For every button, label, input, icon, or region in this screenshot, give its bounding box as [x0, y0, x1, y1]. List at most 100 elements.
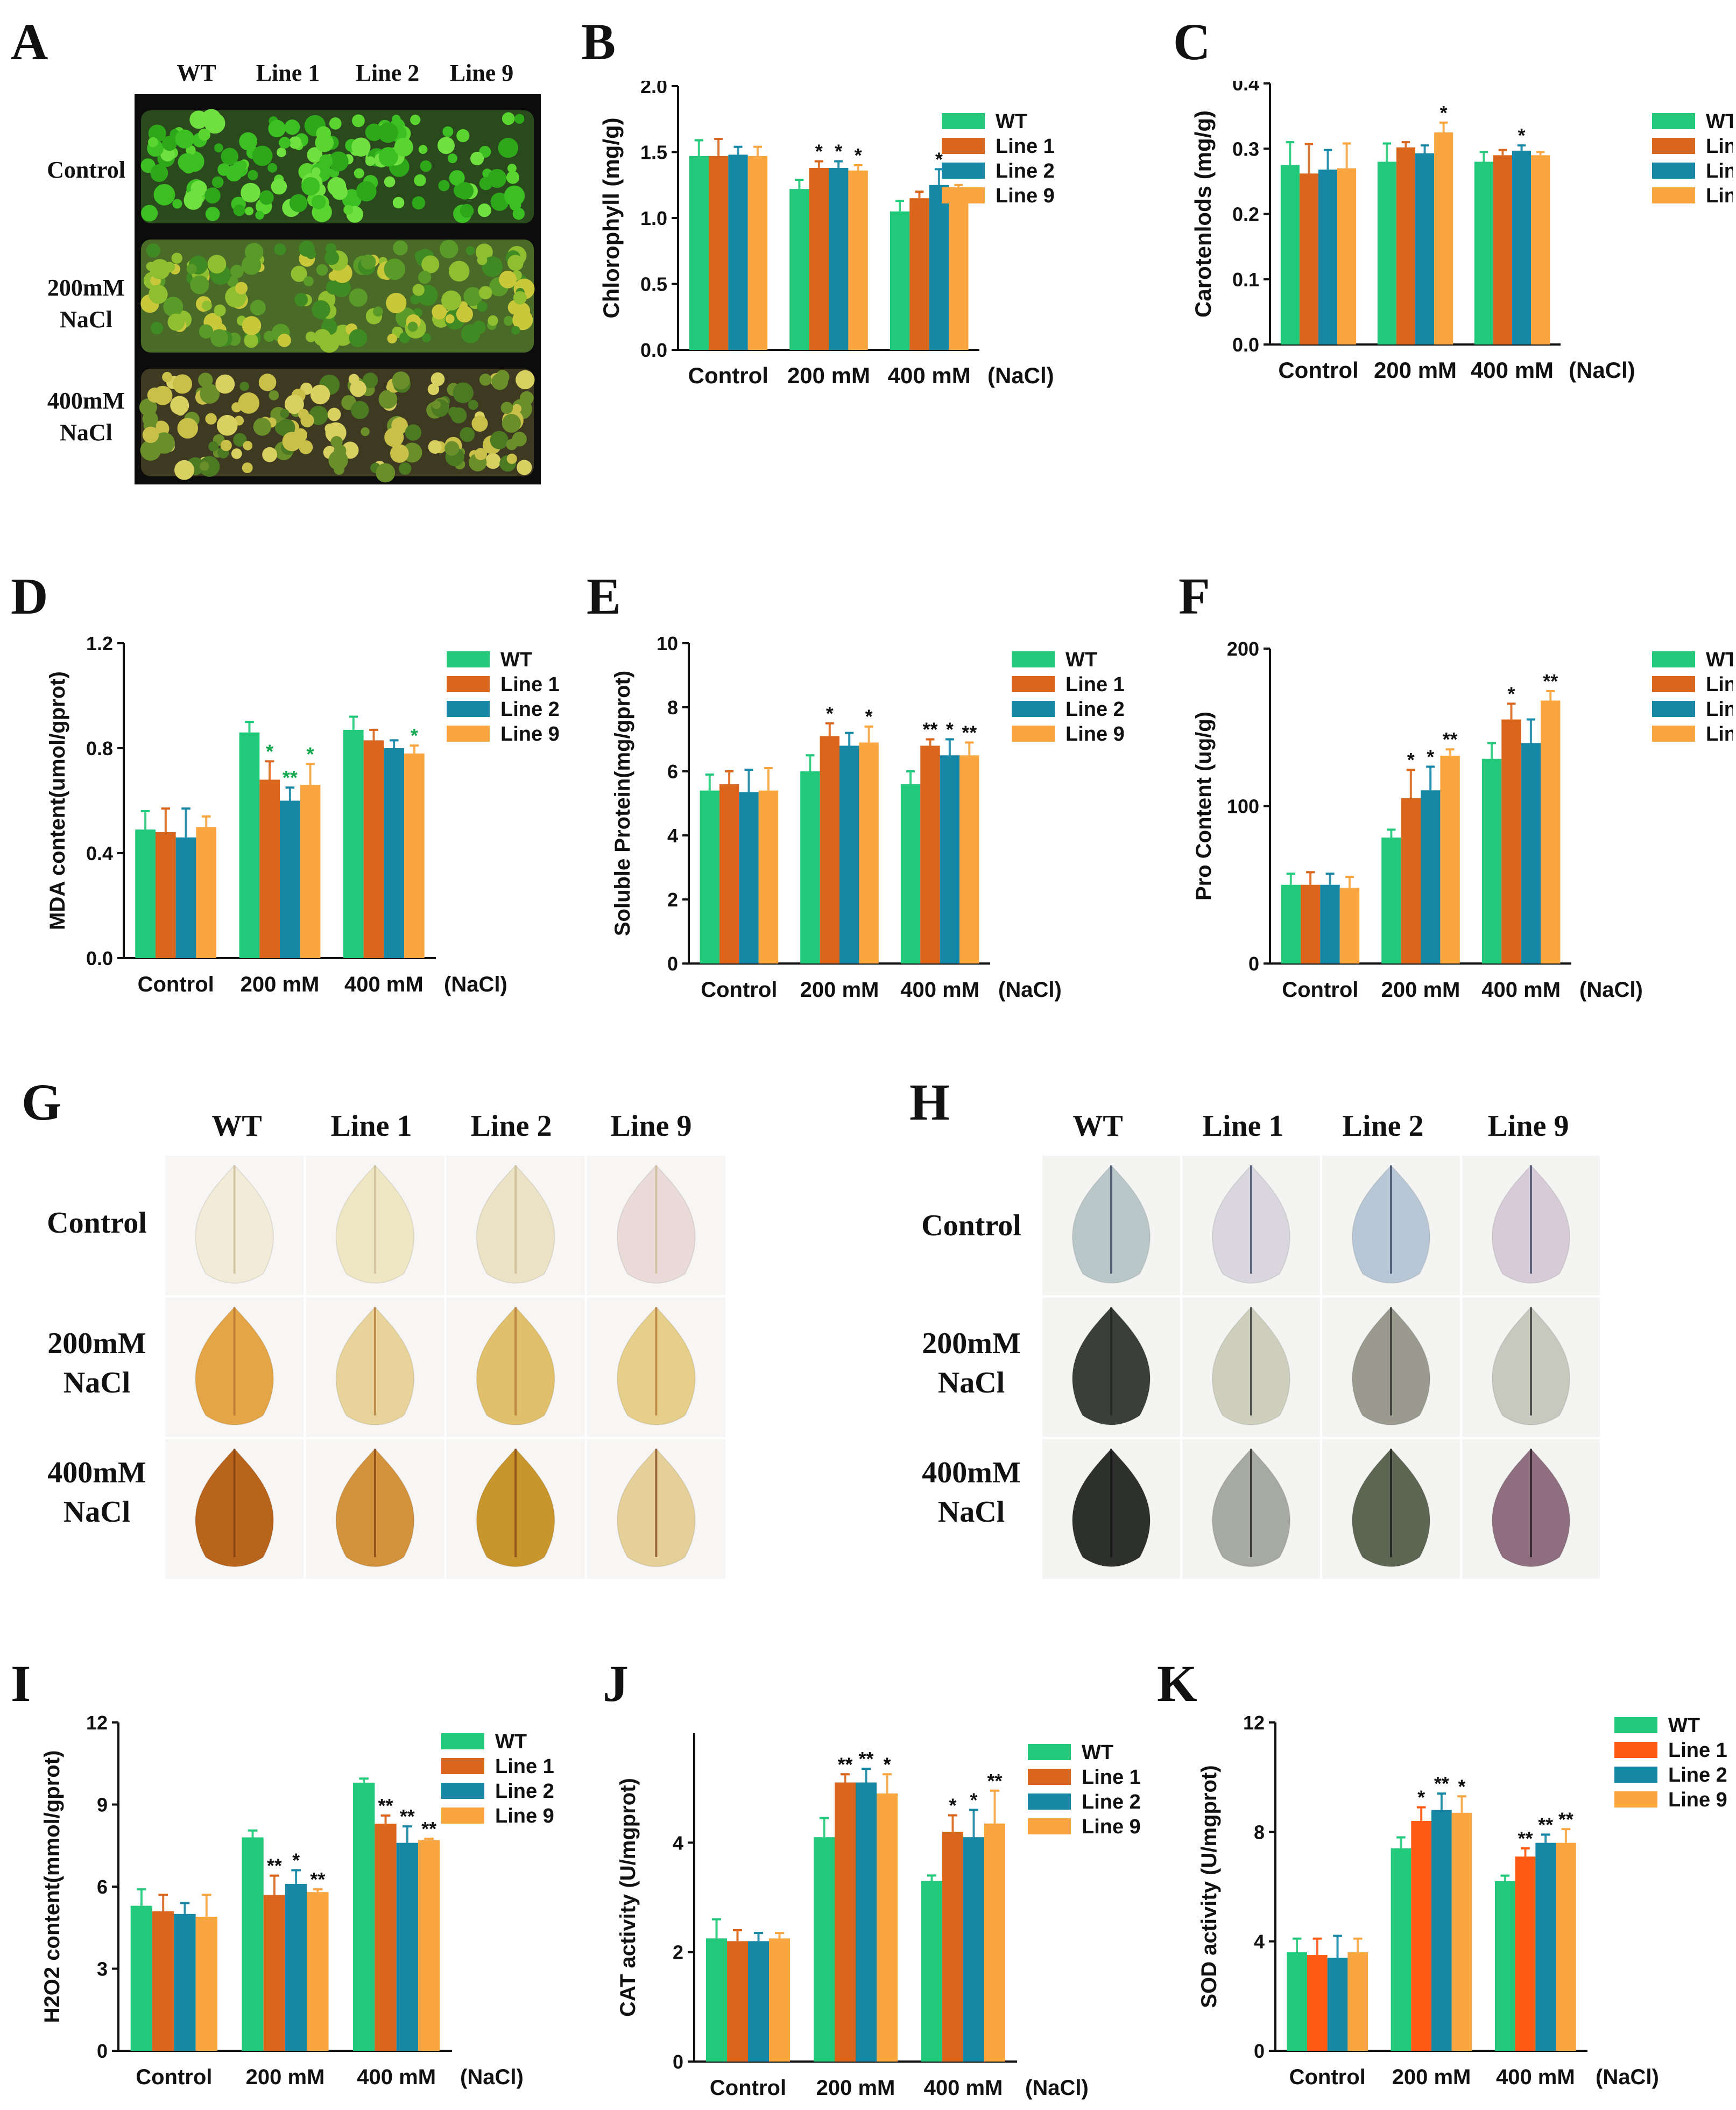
- seedling-leaf: [324, 423, 335, 434]
- chart-i-significance: **: [400, 1805, 415, 1827]
- chart-c-legend-label: Line 9: [1706, 185, 1733, 207]
- chart-c-y-tick-label: 0.1: [1232, 269, 1259, 291]
- seedling-leaf: [208, 441, 219, 452]
- chart-c-legend-label: WT: [1706, 110, 1733, 133]
- chart-k-x-tick-label: 200 mM: [1392, 2065, 1471, 2089]
- seedling-leaf: [202, 300, 212, 311]
- chart-j-bar: [963, 1837, 984, 2062]
- chart-j-bar: [748, 1941, 769, 2062]
- chart-k-legend-label: Line 1: [1668, 1739, 1727, 1762]
- chart-f-significance: *: [1507, 683, 1515, 705]
- chart-k-bar: [1307, 1955, 1328, 2051]
- seedling-leaf: [343, 205, 354, 215]
- chart-k-bar: [1287, 1952, 1307, 2051]
- g-row-control: Control: [47, 1206, 147, 1240]
- seedling-leaf: [277, 333, 291, 347]
- chart-j-significance: **: [858, 1748, 873, 1770]
- seedling-leaf: [276, 147, 286, 157]
- chart-j-legend-label: Line 2: [1082, 1791, 1141, 1813]
- seedling-leaf: [350, 400, 369, 419]
- chart-e-bar: [900, 784, 921, 963]
- seedling-leaf: [314, 329, 331, 346]
- seedling-leaf: [177, 418, 199, 439]
- seedling-leaf: [268, 119, 286, 138]
- seedling-leaf: [456, 182, 474, 200]
- chart-e-bar: [800, 771, 820, 963]
- seedling-leaf: [502, 413, 521, 433]
- seedling-leaf: [294, 293, 308, 307]
- seedling-leaf: [205, 207, 220, 221]
- seedling-leaf: [477, 301, 488, 312]
- chart-d-legend-swatch: [447, 651, 490, 667]
- chart-e-y-tick-label: 10: [657, 632, 678, 655]
- panel-label-e: E: [587, 567, 622, 625]
- seedling-leaf: [432, 304, 447, 320]
- seedling-leaf: [365, 123, 383, 141]
- seedling-leaf: [221, 147, 238, 166]
- chart-f-bar: [1300, 884, 1321, 963]
- seedling-leaf: [200, 461, 209, 471]
- chart-c-bar: [1415, 153, 1435, 344]
- chart-i-legend-swatch: [441, 1783, 484, 1799]
- chart-d-x-tick-label: Control: [138, 973, 214, 996]
- seedling-leaf: [328, 151, 349, 172]
- chart-c-bar: [1474, 161, 1493, 344]
- chart-i-x-tick-label: 200 mM: [246, 2065, 325, 2089]
- chart-d-legend-label: WT: [500, 649, 532, 671]
- h-column-line-9: Line 9: [1487, 1109, 1569, 1143]
- seedling-leaf: [506, 171, 519, 184]
- seedling-leaf: [431, 372, 445, 386]
- seedling-leaf: [351, 137, 371, 157]
- seedling-leaf: [241, 182, 260, 203]
- chart-b-legend-label: Line 9: [996, 185, 1055, 207]
- chart-b-bar: [829, 167, 849, 350]
- seedling-leaf: [200, 384, 220, 404]
- chart-i-bar: [242, 1837, 264, 2051]
- panel-h-nbt-leaves: WT Line 1 Line 2 Line 9 Control 200mM Na…: [909, 1098, 1609, 1582]
- panel-label-f: F: [1178, 567, 1210, 625]
- seedling-leaf: [450, 407, 467, 424]
- chart-e-significance: *: [946, 719, 954, 741]
- chart-d-bar: [135, 829, 156, 958]
- seedling-leaf: [506, 439, 518, 451]
- seedling-leaf: [512, 207, 525, 220]
- chart-i-legend-swatch: [441, 1758, 484, 1774]
- h-row-control: Control: [921, 1209, 1021, 1242]
- seedling-leaf: [198, 128, 210, 141]
- chart-k-legend-swatch: [1614, 1791, 1657, 1807]
- seedling-leaf: [301, 177, 320, 196]
- chart-b-legend-label: WT: [996, 110, 1027, 133]
- chart-b-bar: [929, 185, 949, 350]
- row-label-400mm: 400mM NaCl: [47, 388, 125, 446]
- chart-f-y-tick-label: 0: [1248, 953, 1259, 975]
- chart-b-legend-swatch: [942, 163, 985, 179]
- seedling-leaf: [242, 255, 262, 275]
- chart-f-significance: *: [1407, 749, 1415, 771]
- seedling-leaf: [215, 374, 235, 394]
- chart-c-legend-label: Line 2: [1706, 160, 1733, 182]
- panel-a-photo: WT Line 1 Line 2 Line 9 Control 200mM Na…: [0, 0, 560, 495]
- seedling-leaf: [444, 441, 460, 456]
- seedling-leaf: [210, 329, 229, 347]
- chart-f-bar: [1401, 798, 1421, 963]
- seedling-leaf: [172, 374, 192, 394]
- seedling-leaf: [499, 270, 517, 289]
- chart-f-y-label: Pro Content (ug/g): [1192, 712, 1216, 901]
- seedling-leaf: [184, 191, 203, 210]
- seedling-leaf: [170, 396, 189, 415]
- seedling-leaf: [289, 194, 308, 213]
- chart-i-significance: **: [378, 1795, 393, 1817]
- panel-label-a: A: [11, 13, 48, 71]
- seedling-leaf: [178, 153, 196, 172]
- seedling-leaf: [482, 256, 503, 277]
- chart-c-bar: [1337, 168, 1357, 344]
- chart-f-bar: [1501, 719, 1521, 963]
- g-column-line-9: Line 9: [610, 1109, 692, 1143]
- chart-i-x-unit: (NaCl): [460, 2065, 524, 2089]
- chart-f-bar: [1521, 743, 1541, 963]
- seedling-leaf: [305, 331, 316, 342]
- chart-b-y-tick-label: 1.0: [640, 207, 667, 229]
